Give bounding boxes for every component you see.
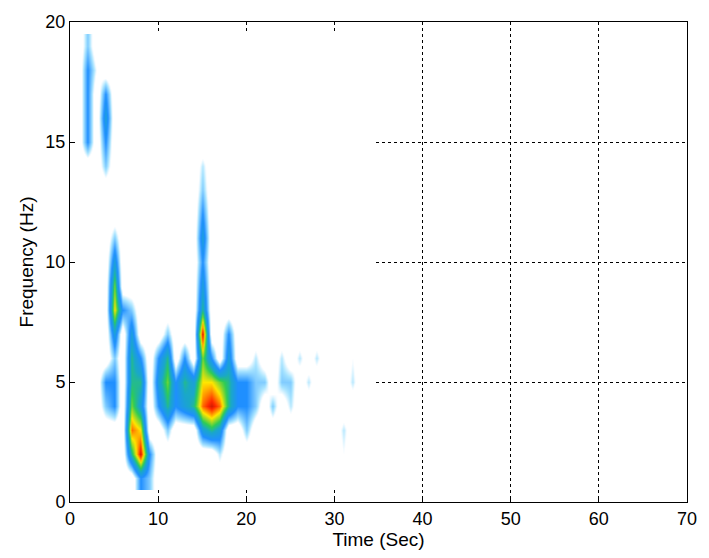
svg-text:0: 0 xyxy=(65,509,75,529)
svg-text:Frequency (Hz): Frequency (Hz) xyxy=(16,197,37,328)
svg-text:10: 10 xyxy=(148,509,168,529)
svg-text:10: 10 xyxy=(45,252,65,272)
svg-text:20: 20 xyxy=(45,12,65,32)
svg-text:5: 5 xyxy=(55,372,65,392)
svg-text:60: 60 xyxy=(589,509,609,529)
svg-text:20: 20 xyxy=(236,509,256,529)
svg-text:70: 70 xyxy=(677,509,697,529)
svg-text:15: 15 xyxy=(45,132,65,152)
svg-text:30: 30 xyxy=(324,509,344,529)
svg-text:0: 0 xyxy=(55,492,65,512)
svg-text:50: 50 xyxy=(501,509,521,529)
svg-text:40: 40 xyxy=(413,509,433,529)
svg-text:Time (Sec): Time (Sec) xyxy=(332,529,424,550)
